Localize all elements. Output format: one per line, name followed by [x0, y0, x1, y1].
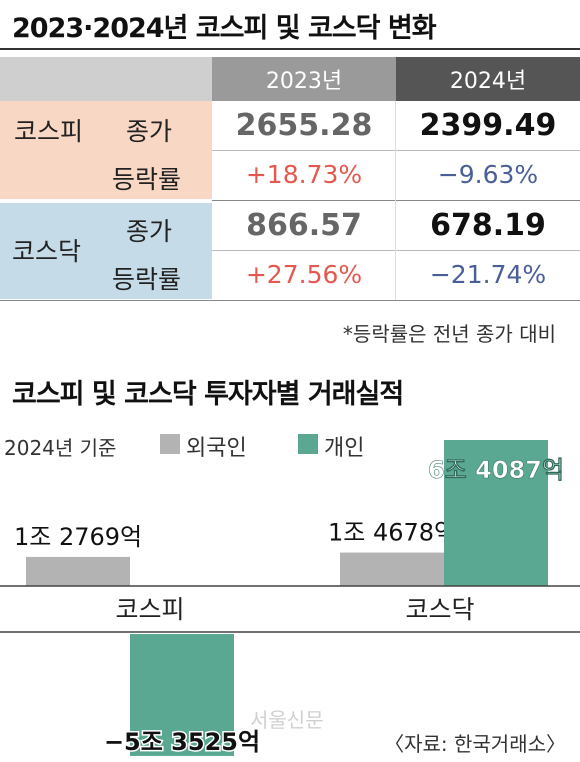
- data-label-foreign-1: 1조 4678억: [328, 519, 456, 547]
- kosdaq-change-2024: −21.74%: [429, 260, 547, 289]
- legend-label-individual: 개인: [324, 436, 365, 461]
- chart-subtitle: 2024년 기준: [4, 436, 117, 460]
- row-divider: [212, 150, 580, 151]
- kosdaq-change-2023: +27.56%: [245, 260, 363, 289]
- row-divider: [212, 250, 580, 251]
- kospi-change-label: 등락률: [112, 165, 182, 194]
- kosdaq-change-label: 등락률: [112, 265, 182, 294]
- watermark: 서울신문: [250, 708, 324, 732]
- kospi-market-label: 코스피: [14, 117, 84, 146]
- legend-swatch-individual: [298, 434, 318, 454]
- legend-swatch-foreign: [160, 434, 180, 454]
- legend-label-foreign: 외국인: [186, 436, 247, 461]
- title-rule: [0, 48, 580, 50]
- bar-foreign-0: [26, 556, 130, 586]
- bar-individual-0: [130, 634, 234, 756]
- col-header-2023: 2023년: [212, 57, 396, 101]
- kosdaq-label-block: [0, 203, 212, 299]
- source-note: 〈자료: 한국거래소〉: [384, 732, 566, 756]
- col-header-2024: 2024년: [396, 57, 580, 101]
- kosdaq-close-2024: 678.19: [430, 208, 546, 243]
- col-divider: [395, 101, 396, 300]
- category-label-0: 코스피: [115, 595, 184, 624]
- data-label-individual-1: 6조 4087억: [428, 456, 564, 484]
- kospi-close-2023: 2655.28: [235, 108, 373, 143]
- chart-title: 코스피 및 코스닥 투자자별 거래실적: [12, 379, 404, 410]
- table-footnote: *등락률은 전년 종가 대비: [342, 322, 556, 346]
- bar-individual-1: [444, 440, 548, 586]
- page-title: 2023·2024년 코스피 및 코스닥 변화: [12, 13, 437, 44]
- kospi-change-2024: −9.63%: [437, 160, 539, 189]
- kospi-label-block: [0, 101, 212, 199]
- data-label-foreign-0: 1조 2769억: [14, 523, 142, 551]
- kosdaq-close-2023: 866.57: [246, 208, 362, 243]
- table-header-blank: [0, 57, 212, 101]
- section-divider: [212, 200, 580, 201]
- kospi-close-2024: 2399.49: [419, 108, 557, 143]
- kosdaq-market-label: 코스닥: [12, 237, 82, 266]
- kospi-close-label: 종가: [126, 117, 173, 146]
- kospi-change-2023: +18.73%: [245, 160, 363, 189]
- table-bottom-rule: [0, 300, 580, 301]
- kosdaq-close-label: 종가: [126, 217, 173, 246]
- bar-foreign-1: [340, 552, 444, 586]
- data-label-individual-0: −5조 3525억: [104, 728, 260, 756]
- category-label-1: 코스닥: [405, 595, 474, 624]
